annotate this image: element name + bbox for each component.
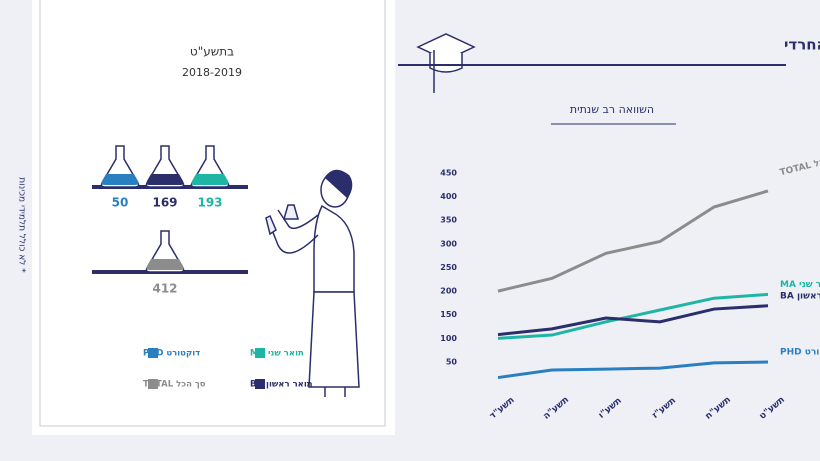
flask-liquid <box>146 174 184 185</box>
y-tick-label: 450 <box>440 169 457 178</box>
legend-swatch <box>255 348 265 358</box>
series-label: דוקטורט PHD <box>780 347 820 357</box>
illustration <box>265 169 360 397</box>
y-tick-label: 100 <box>440 334 457 343</box>
snapshot-title: בתשע"ט <box>190 45 234 59</box>
legend-label: תואר שני MA <box>250 349 304 359</box>
y-tick-label: 50 <box>446 357 458 366</box>
chart-title: סטודנטים בוגרי החינוך החרדי <box>784 36 820 54</box>
snapshot-value: 50 <box>112 196 129 210</box>
snapshot-value: 193 <box>197 196 222 210</box>
flask-liquid <box>101 174 139 185</box>
series-line <box>497 189 769 293</box>
legend-label: סך הכל TOTAL <box>143 380 206 390</box>
y-tick-label: 250 <box>440 263 457 272</box>
chart-subtitle: השוואה רב שנתית <box>570 103 654 116</box>
legend-swatch <box>255 379 265 389</box>
y-tick-label: 200 <box>440 287 457 296</box>
snapshot-value: 169 <box>152 196 177 210</box>
series-line <box>497 292 769 340</box>
y-tick-label: 150 <box>440 310 457 319</box>
legend-swatch <box>148 348 158 358</box>
series-label: תואר שני MA <box>780 280 820 290</box>
card-border <box>39 0 386 427</box>
series-line <box>497 360 769 380</box>
y-tick-label: 300 <box>440 239 457 248</box>
snapshot-total: 412 <box>152 282 177 296</box>
legend-label: דוקטורט PHD <box>143 349 200 359</box>
series-line <box>497 304 769 337</box>
y-tick-label: 400 <box>440 192 457 201</box>
legend-swatch <box>148 379 158 389</box>
flask-liquid <box>146 259 184 270</box>
cap-icon <box>416 33 476 93</box>
y-tick-label: 350 <box>440 216 457 225</box>
snapshot-years: 2018-2019 <box>182 66 242 79</box>
note: * לא כולל תלמידי מכינות <box>17 177 27 273</box>
legend-label: תואר ראשון BA <box>250 380 313 390</box>
series-label: תואר ראשון BA <box>780 291 820 301</box>
flask-liquid <box>191 174 229 185</box>
